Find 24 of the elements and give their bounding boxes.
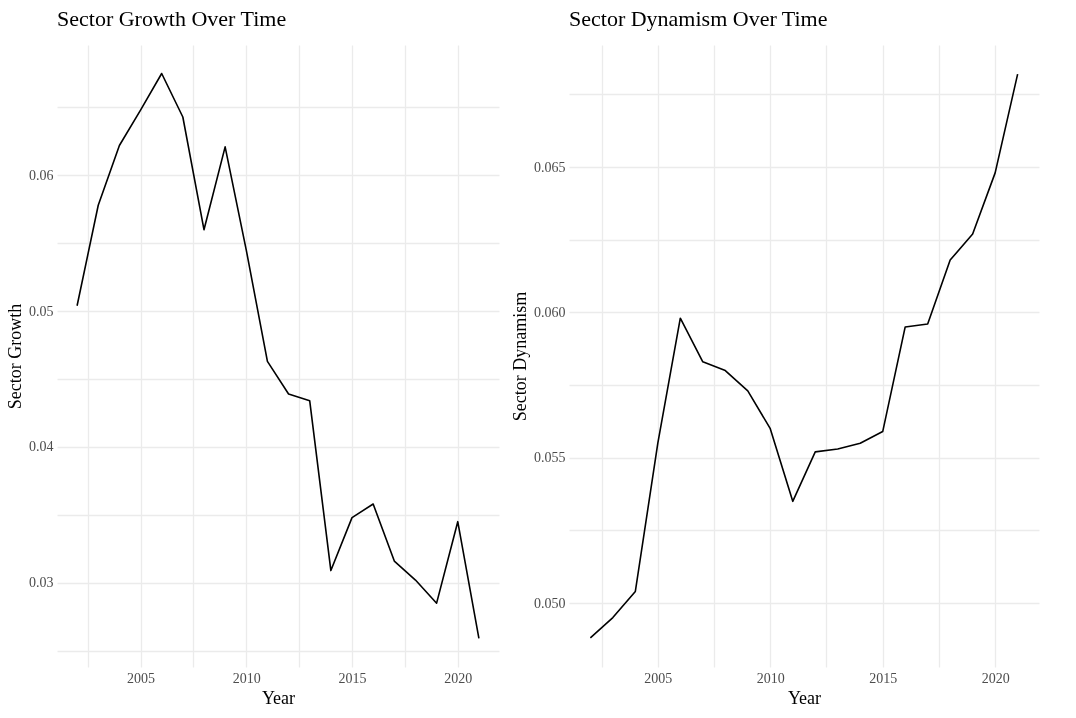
- x-tick-label: 2010: [232, 670, 261, 686]
- y-tick-label: 0.055: [534, 450, 566, 466]
- x-axis-title: Year: [261, 687, 296, 708]
- y-axis-title: Sector Dynamism: [510, 291, 530, 422]
- x-tick-label: 2020: [981, 670, 1010, 686]
- y-tick-label: 0.060: [534, 304, 566, 320]
- y-axis-title: Sector Growth: [5, 303, 25, 410]
- x-tick-label: 2010: [756, 670, 785, 686]
- y-tick-label: 0.05: [29, 303, 54, 319]
- x-tick-label: 2005: [644, 670, 673, 686]
- x-axis-title: Year: [787, 687, 822, 708]
- x-tick-label: 2005: [127, 670, 156, 686]
- x-tick-label: 2015: [869, 670, 898, 686]
- chart-title: Sector Growth Over Time: [57, 6, 287, 31]
- chart-title: Sector Dynamism Over Time: [569, 6, 828, 31]
- y-tick-label: 0.04: [29, 439, 54, 455]
- y-tick-label: 0.050: [534, 595, 566, 611]
- y-tick-label: 0.065: [534, 159, 566, 175]
- x-tick-label: 2020: [444, 670, 473, 686]
- line-series: [589, 73, 1019, 639]
- y-tick-label: 0.06: [29, 167, 54, 183]
- x-tick-label: 2015: [338, 670, 367, 686]
- y-tick-label: 0.03: [29, 575, 54, 591]
- line-series: [76, 72, 480, 640]
